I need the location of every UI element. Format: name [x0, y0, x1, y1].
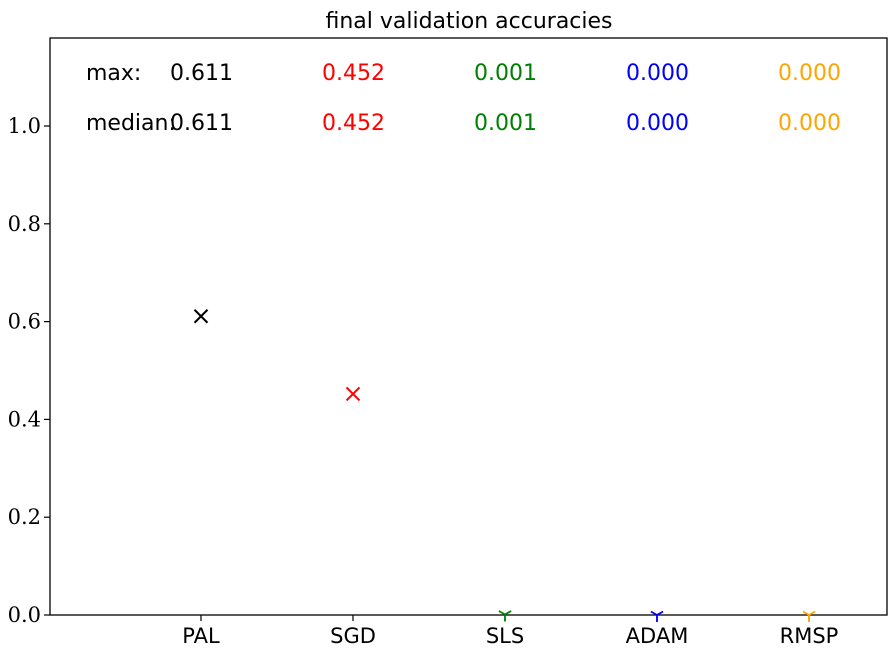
data-point-sgd [345, 386, 361, 402]
data-point-pal [193, 309, 209, 324]
y-tick-label: 0.6 [8, 310, 41, 334]
x-marker-stroke [193, 309, 209, 324]
max-value: 0.000 [778, 61, 841, 86]
y-axis: 0.0 0.2 0.4 0.6 0.8 1.0 [8, 114, 50, 627]
y-tick-label: 1.0 [8, 114, 41, 138]
x-axis: PAL SGD SLS ADAM RMSP [182, 615, 838, 648]
stats-annotations: max: 0.611 0.452 0.001 0.000 0.000median:0.61… [86, 61, 841, 136]
max-value: 0.001 [474, 61, 537, 86]
y-tick-label: 0.0 [8, 603, 41, 627]
x-marker-stroke [345, 386, 361, 402]
median-value: 0.000 [778, 111, 841, 136]
x-tick-label: SGD [330, 624, 376, 648]
max-value: 0.000 [626, 61, 689, 86]
tri-marker-stroke [498, 610, 506, 616]
x-tick-label: SLS [486, 624, 524, 648]
data-point-rmsp [802, 610, 816, 622]
data-point-sls [498, 610, 512, 622]
median-label: median: [86, 111, 176, 136]
median-value: 0.000 [626, 111, 689, 136]
tri-marker-stroke [504, 610, 512, 616]
x-tick-label: RMSP [780, 624, 839, 648]
max-value: 0.611 [170, 61, 233, 86]
max-label: max: [86, 61, 141, 86]
data-point-adam [650, 610, 664, 622]
y-tick-label: 0.2 [8, 505, 41, 529]
median-value: 0.001 [474, 111, 537, 136]
plot-frame [49, 37, 888, 616]
x-tick-label: ADAM [626, 624, 689, 648]
x-tick-label: PAL [182, 624, 220, 648]
chart-title: final validation accuracies [325, 9, 612, 34]
tri-marker-stroke [808, 610, 816, 616]
max-value: 0.452 [322, 61, 385, 86]
data-points [193, 309, 816, 622]
median-value: 0.611 [170, 111, 233, 136]
median-value: 0.452 [322, 111, 385, 136]
tri-marker-stroke [802, 610, 810, 616]
y-tick-label: 0.4 [8, 407, 41, 431]
tri-marker-stroke [656, 610, 664, 616]
y-tick-label: 0.8 [8, 212, 41, 236]
tri-marker-stroke [650, 610, 658, 616]
